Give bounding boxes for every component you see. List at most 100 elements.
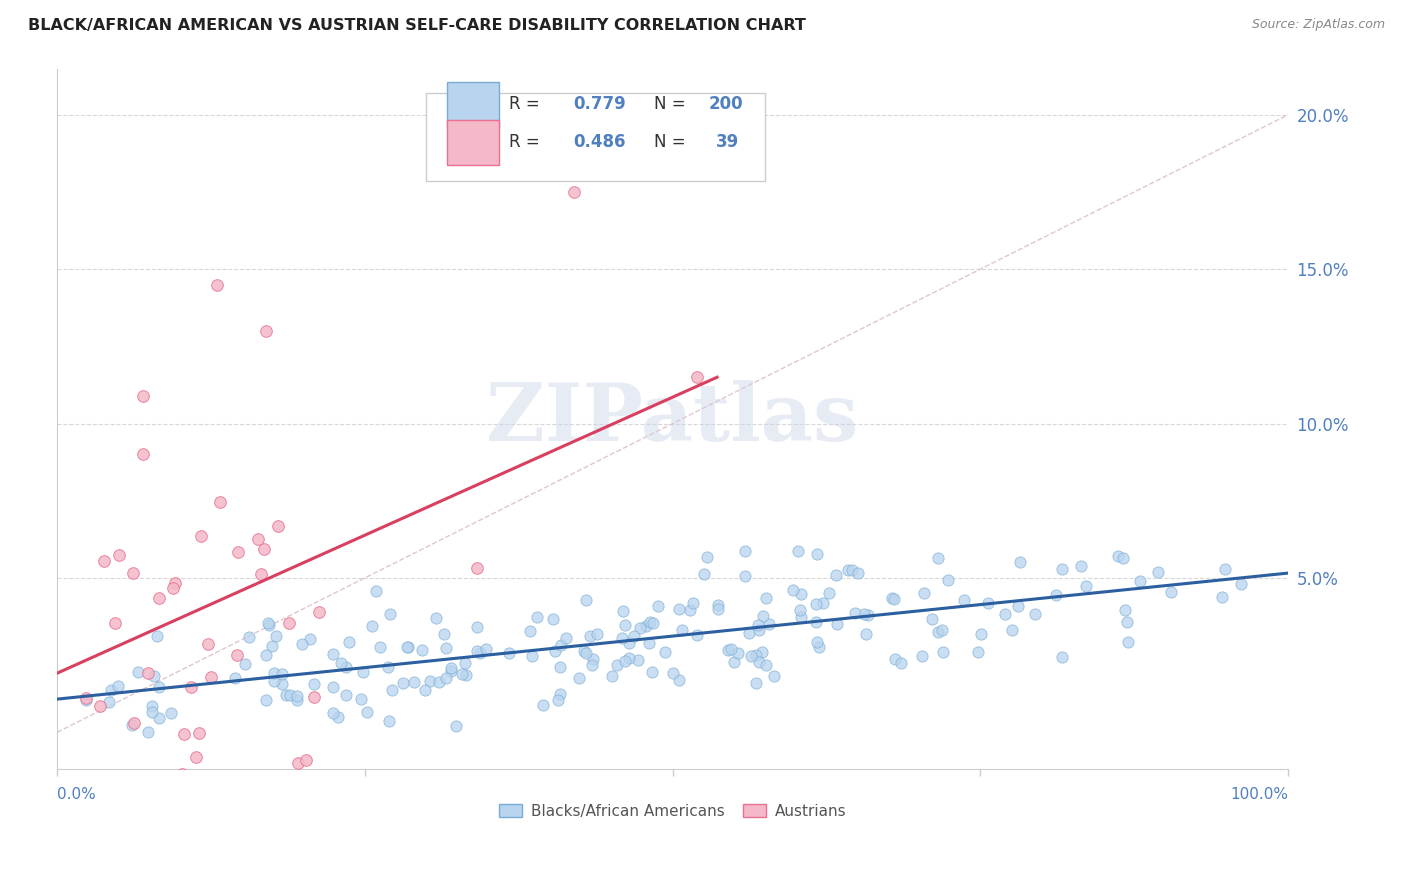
Text: 200: 200 [709, 95, 742, 113]
Point [434, 641, 457, 656]
Point [575, 592, 598, 607]
Point [613, 654, 636, 668]
Point [381, 682, 404, 697]
Point [734, 544, 756, 558]
Point [752, 609, 775, 624]
Point [427, 675, 450, 690]
Point [1045, 588, 1067, 602]
Point [257, 618, 280, 632]
Text: R =: R = [509, 95, 546, 113]
Point [254, 648, 277, 662]
Point [308, 605, 330, 619]
Point [627, 653, 650, 667]
Point [640, 615, 662, 629]
Point [256, 616, 278, 631]
Point [278, 688, 301, 702]
Point [141, 698, 163, 713]
Point [470, 646, 492, 660]
Point [852, 607, 875, 621]
Point [1070, 558, 1092, 573]
Text: N =: N = [654, 133, 686, 152]
Point [208, 494, 231, 508]
Point [738, 626, 761, 640]
Point [911, 649, 934, 664]
Point [413, 683, 436, 698]
Point [242, 799, 264, 814]
Point [295, 753, 318, 767]
Point [271, 667, 294, 681]
FancyBboxPatch shape [447, 120, 499, 165]
Point [190, 529, 212, 543]
Point [148, 711, 170, 725]
Point [519, 624, 541, 638]
Point [93, 554, 115, 568]
Point [782, 583, 804, 598]
Point [299, 632, 322, 647]
Point [641, 665, 664, 679]
Point [335, 688, 357, 702]
Text: 0.486: 0.486 [572, 133, 626, 152]
Point [107, 680, 129, 694]
Point [226, 545, 249, 559]
Text: 39: 39 [716, 133, 740, 152]
Point [880, 591, 903, 606]
Point [748, 623, 770, 637]
Point [855, 626, 877, 640]
Point [392, 675, 415, 690]
Point [200, 669, 222, 683]
Point [475, 642, 498, 657]
Text: Source: ZipAtlas.com: Source: ZipAtlas.com [1251, 18, 1385, 31]
Point [402, 675, 425, 690]
Point [411, 643, 433, 657]
Point [1160, 585, 1182, 599]
Point [806, 547, 828, 561]
Point [1116, 635, 1139, 649]
Point [186, 750, 208, 764]
Point [763, 669, 786, 683]
Point [541, 612, 564, 626]
Point [1010, 555, 1032, 569]
Point [104, 616, 127, 631]
Text: R =: R = [509, 133, 546, 152]
Point [127, 665, 149, 680]
Point [994, 607, 1017, 621]
Point [547, 692, 569, 706]
Point [662, 665, 685, 680]
Point [425, 611, 447, 625]
Point [952, 592, 974, 607]
Point [921, 612, 943, 626]
Point [610, 631, 633, 645]
Point [350, 692, 373, 706]
Point [453, 657, 475, 671]
Text: N =: N = [654, 95, 686, 113]
Point [352, 665, 374, 680]
Point [287, 756, 309, 771]
Point [250, 567, 273, 582]
Point [623, 629, 645, 643]
Point [396, 640, 419, 654]
Point [434, 671, 457, 685]
Point [967, 644, 990, 658]
Point [755, 657, 778, 672]
Point [727, 646, 749, 660]
Point [575, 647, 598, 661]
Point [1114, 603, 1136, 617]
Point [550, 638, 572, 652]
Point [1147, 565, 1170, 579]
Point [122, 716, 145, 731]
Point [748, 655, 770, 669]
Point [498, 646, 520, 660]
Point [628, 621, 651, 635]
Point [368, 640, 391, 655]
Point [75, 692, 97, 706]
Point [526, 610, 548, 624]
Point [271, 677, 294, 691]
Point [927, 550, 949, 565]
Point [745, 648, 768, 662]
Point [841, 563, 863, 577]
Point [641, 616, 664, 631]
Point [572, 644, 595, 658]
Point [707, 602, 730, 616]
Point [226, 648, 249, 662]
Point [804, 597, 827, 611]
